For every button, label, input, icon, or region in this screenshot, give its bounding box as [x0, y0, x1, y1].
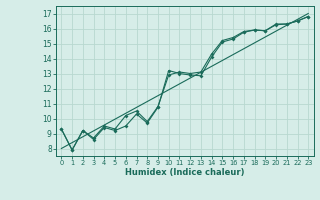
X-axis label: Humidex (Indice chaleur): Humidex (Indice chaleur) — [125, 168, 244, 177]
